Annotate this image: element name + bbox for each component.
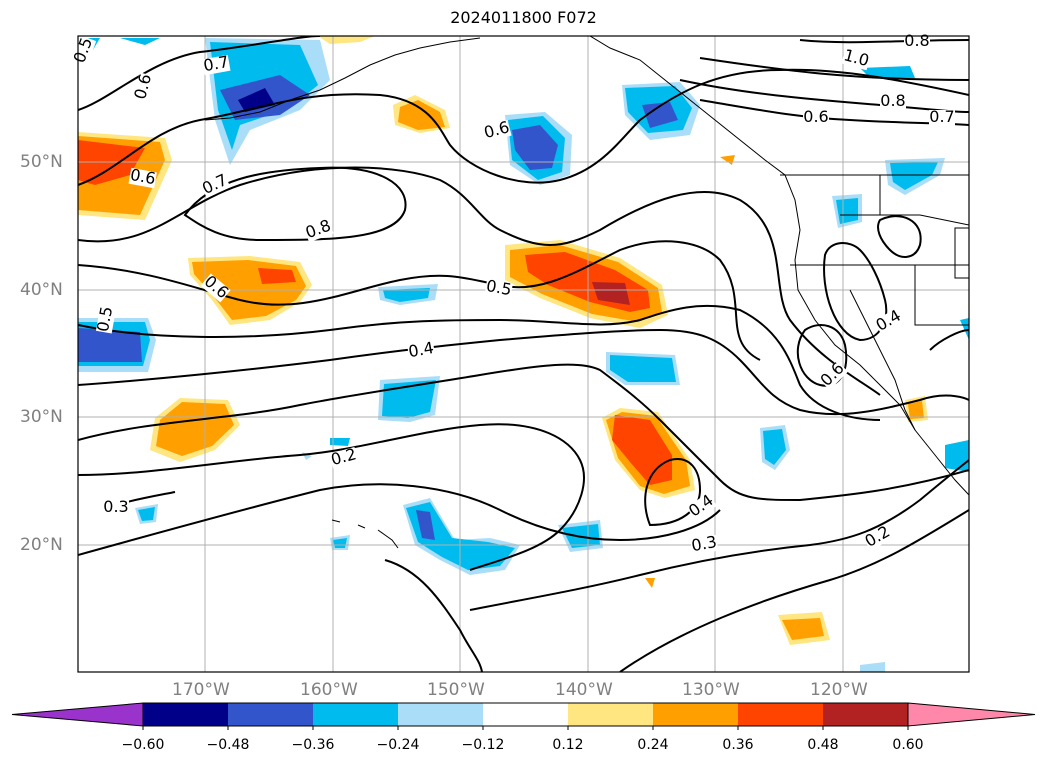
colorbar-segment: [738, 703, 823, 726]
shade-region: [610, 355, 676, 382]
lat-label-50n: 50°N: [20, 152, 63, 172]
contour-label: 0.7: [202, 52, 230, 75]
colorbar-segment: [823, 703, 908, 726]
shade-region: [908, 401, 924, 419]
shade-region: [645, 578, 655, 588]
colorbar-segment: [313, 703, 398, 726]
contour-label: 0.6: [803, 107, 828, 126]
lon-label-150w: 150°W: [427, 680, 485, 700]
contour-label: 1.0: [842, 45, 872, 70]
shade-region: [836, 198, 858, 224]
shade-region: [406, 502, 515, 570]
shade-region: [642, 102, 678, 128]
lon-label-120w: 120°W: [810, 680, 868, 700]
shade-region: [120, 38, 160, 45]
shade-region: [156, 402, 234, 456]
shade-region: [960, 318, 969, 340]
colorbar-extend-high: [907, 702, 1036, 727]
lat-label-20n: 20°N: [20, 535, 63, 555]
contour-label: 0.2: [861, 522, 893, 551]
colorbar-tick-label: 0.60: [892, 737, 924, 753]
shade-region: [860, 66, 915, 78]
colorbar-segment: [228, 703, 313, 726]
colorbar-frame: [142, 702, 909, 727]
contour-label: 0.4: [872, 306, 904, 335]
shade-region: [138, 507, 155, 521]
lat-label-40n: 40°N: [20, 280, 63, 300]
shade-region: [416, 510, 435, 540]
colorbar-tick-label: −0.24: [376, 737, 420, 753]
shade-region: [945, 440, 969, 472]
contour-label: 0.6: [130, 72, 155, 102]
shade-region: [383, 288, 430, 302]
contour-label: 0.7: [929, 107, 954, 126]
shade-region: [592, 282, 630, 305]
lat-label-30n: 30°N: [20, 407, 63, 427]
lon-label-140w: 140°W: [555, 680, 613, 700]
shade-region: [318, 36, 375, 44]
shade-region: [763, 429, 786, 465]
contour-label: 0.6: [129, 165, 157, 188]
colorbar-tick-label: 0.24: [637, 737, 669, 753]
colorbar-segment: [483, 703, 568, 726]
contour-label: 0.7: [199, 170, 230, 198]
contour-label: 0.6: [482, 117, 512, 142]
lon-label-130w: 130°W: [682, 680, 740, 700]
shade-region: [258, 268, 296, 284]
map-title: 2024011800 F072: [450, 8, 597, 27]
shade-region: [782, 618, 824, 640]
shade-region: [720, 155, 735, 165]
contour-label: 0.8: [880, 91, 905, 110]
shade-region: [78, 328, 142, 362]
colorbar-extend-low: [11, 702, 144, 727]
colorbar-tick-label: 0.12: [552, 737, 584, 753]
shade-region: [398, 100, 445, 130]
contour-label-layer: 0.5 0.6 0.7 0.6 0.7 0.8 0.6 0.5 0.5 0.4 …: [70, 31, 955, 556]
shade-region: [330, 438, 350, 446]
colorbar-tick-label: −0.60: [121, 737, 165, 753]
contour-label: 0.4: [407, 338, 435, 361]
plot-frame: [77, 35, 970, 673]
colorbar-tick-label: −0.12: [461, 737, 505, 753]
colorbar-segment: [568, 703, 653, 726]
shading-layer: [78, 36, 969, 672]
contour-label: 0.5: [93, 305, 116, 333]
contour-label: 0.3: [690, 532, 718, 555]
coastlines: [204, 36, 969, 549]
contour-label: 0.5: [485, 276, 513, 299]
contour-label: 0.8: [904, 31, 929, 50]
colorbar-tick-label: 0.48: [807, 737, 839, 753]
colorbar-segment: [653, 703, 738, 726]
lon-label-160w: 160°W: [300, 680, 358, 700]
shade-region: [512, 125, 558, 170]
colorbar: [11, 702, 1036, 730]
colorbar-tick-label: −0.36: [291, 737, 335, 753]
shade-region: [890, 162, 938, 190]
colorbar-segment: [143, 703, 228, 726]
lon-label-170w: 170°W: [172, 680, 230, 700]
colorbar-segment: [398, 703, 483, 726]
colorbar-tick-label: −0.48: [206, 737, 250, 753]
colorbar-tick-label: 0.36: [722, 737, 754, 753]
shade-region: [860, 662, 885, 672]
contour-label: 0.3: [103, 497, 128, 516]
